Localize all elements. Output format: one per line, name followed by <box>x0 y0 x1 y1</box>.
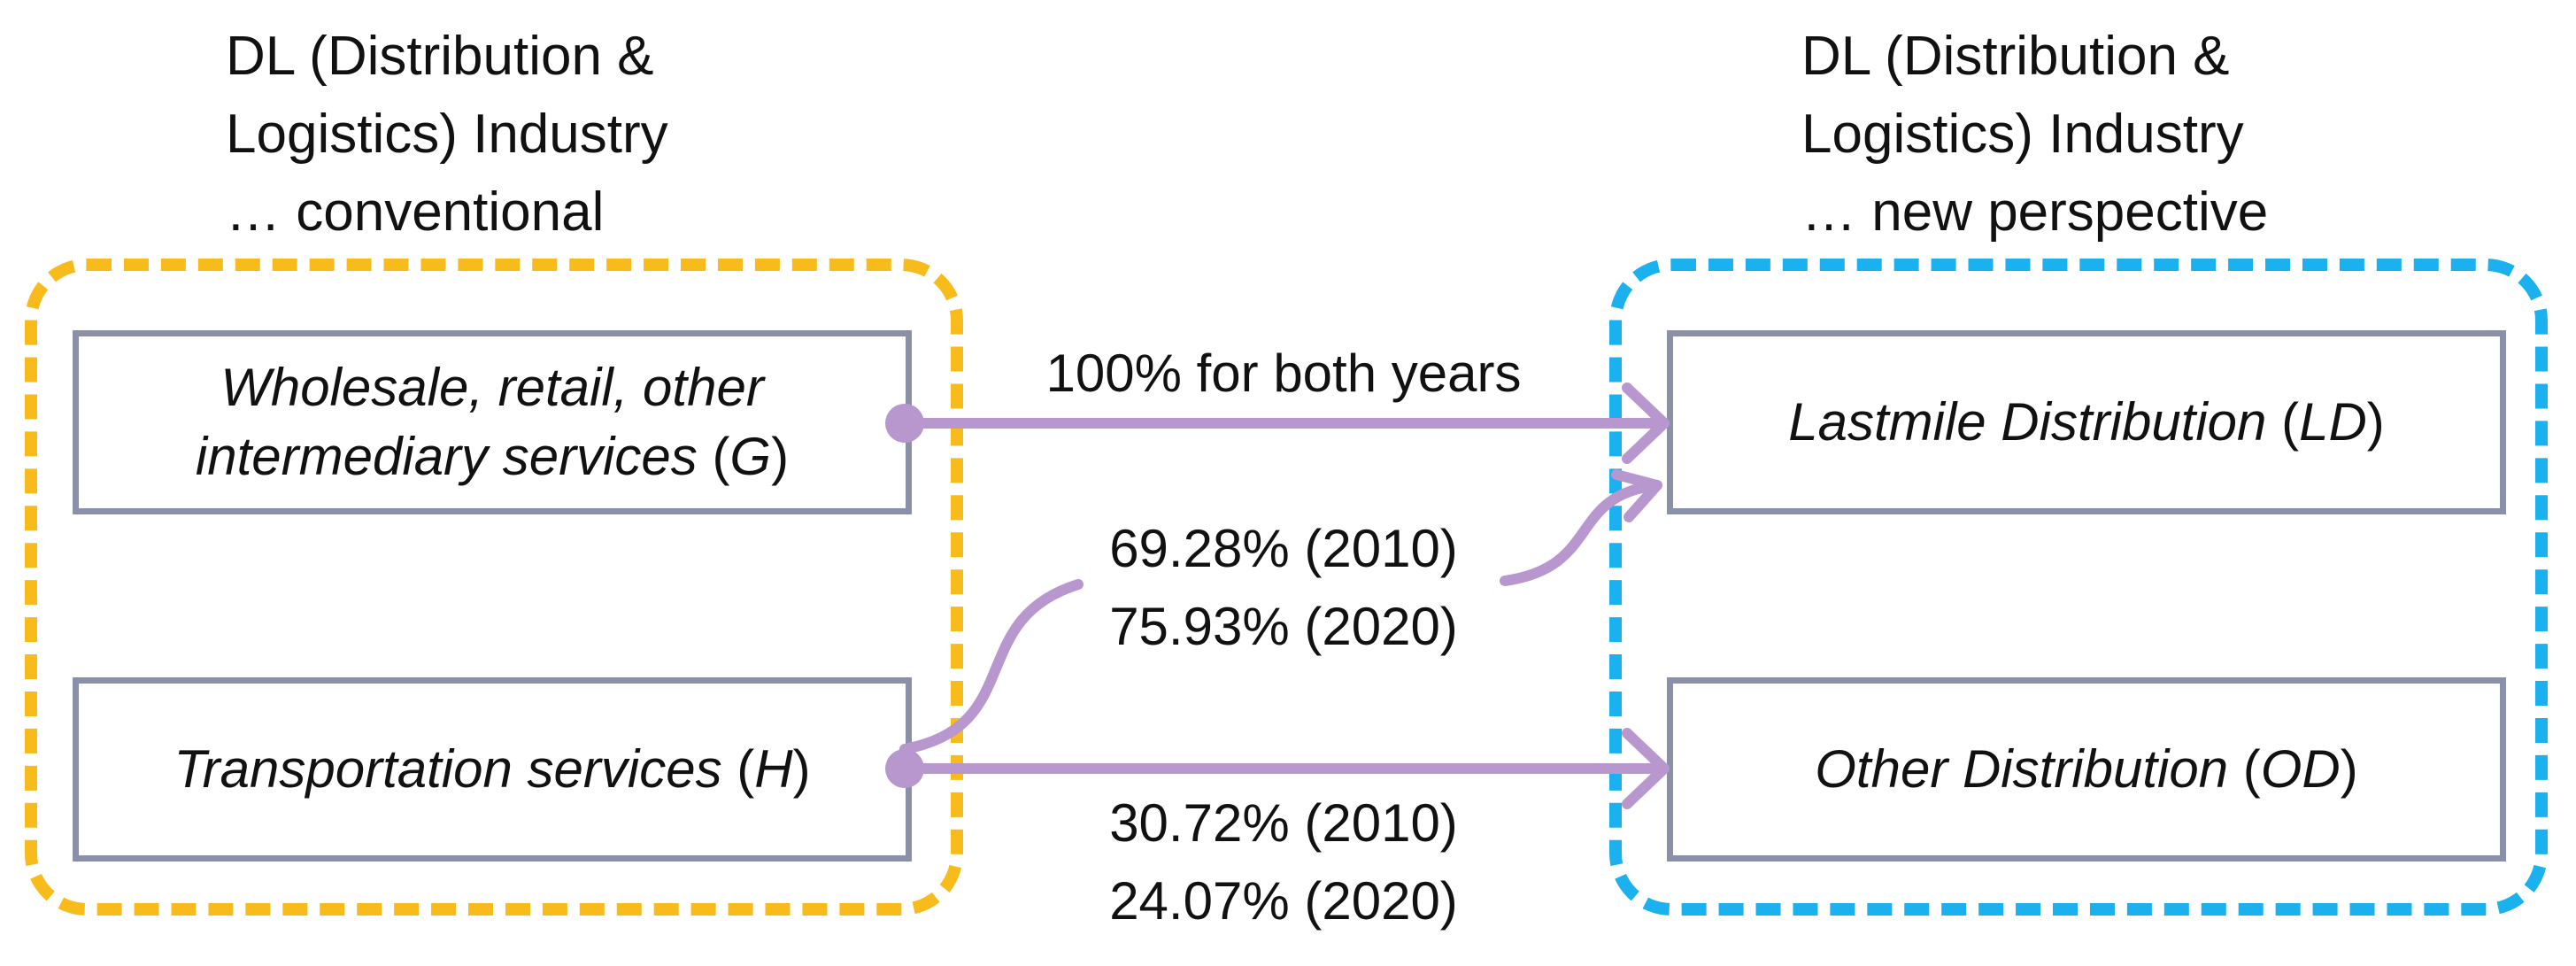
flow-arrowhead-g-to-ld <box>1622 383 1670 464</box>
node-lastmile-distribution-ld: Lastmile Distribution (LD) <box>1667 330 2506 514</box>
flow-label-h-to-ld: 69.28% (2010) 75.93% (2020) <box>983 510 1585 666</box>
flow-arrowhead-h-to-ld <box>1611 469 1662 522</box>
flow-label-g-to-ld-text: 100% for both years <box>1045 344 1522 403</box>
node-ld-text: Lastmile Distribution (LD) <box>1788 388 2385 457</box>
node-ld-code-wrap: (LD) <box>2281 392 2385 452</box>
heading-conventional: DL (Distribution & Logistics) Industry …… <box>226 18 668 251</box>
heading-conventional-line-2: Logistics) Industry <box>226 104 668 165</box>
node-od-code-wrap: (OD) <box>2242 739 2358 799</box>
heading-new-perspective: DL (Distribution & Logistics) Industry …… <box>1801 18 2268 251</box>
flow-label-h-to-ld-line-2: 75.93% (2020) <box>1109 597 1458 656</box>
heading-new-perspective-line-2: Logistics) Industry <box>1801 104 2244 165</box>
flow-label-h-to-od-line-2: 24.07% (2020) <box>1109 871 1458 931</box>
flow-origin-dot-h <box>885 749 924 788</box>
heading-conventional-line-1: DL (Distribution & <box>226 26 654 87</box>
node-od-name: Other Distribution <box>1815 739 2229 799</box>
node-od-text: Other Distribution (OD) <box>1815 735 2358 804</box>
heading-new-perspective-line-3: … new perspective <box>1801 182 2269 243</box>
node-transportation-h: Transportation services (H) <box>73 677 912 862</box>
heading-new-perspective-line-1: DL (Distribution & <box>1801 26 2230 87</box>
flow-arrow-h-to-ld-upper <box>1500 480 1662 586</box>
flow-arrowhead-h-to-od <box>1622 728 1670 809</box>
node-g-code: G <box>729 427 772 486</box>
node-g-text: Wholesale, retail, other intermediary se… <box>196 353 789 491</box>
node-od-code: OD <box>2260 739 2341 799</box>
node-ld-code: LD <box>2299 392 2367 452</box>
node-g-code-wrap: (G) <box>712 427 790 486</box>
node-g-name-line-2: intermediary services <box>195 427 698 486</box>
flow-label-h-to-od: 30.72% (2010) 24.07% (2020) <box>983 784 1585 940</box>
node-h-name: Transportation services <box>174 739 722 799</box>
node-h-text: Transportation services (H) <box>174 735 810 804</box>
flow-label-g-to-ld: 100% for both years <box>983 335 1585 413</box>
heading-conventional-line-3: … conventional <box>226 182 605 243</box>
flow-origin-dot-g <box>885 404 924 443</box>
flow-label-h-to-ld-line-1: 69.28% (2010) <box>1109 519 1458 578</box>
flow-label-h-to-od-line-1: 30.72% (2010) <box>1109 793 1458 853</box>
flow-arrow-h-to-ld-lower <box>899 579 1084 754</box>
node-h-code: H <box>754 739 793 799</box>
node-ld-name: Lastmile Distribution <box>1788 392 2267 452</box>
node-wholesale-retail-g: Wholesale, retail, other intermediary se… <box>73 330 912 514</box>
node-h-code-wrap: (H) <box>737 739 811 799</box>
node-g-name-line-1: Wholesale, retail, other <box>220 358 764 417</box>
node-g-line-1: Wholesale, retail, other <box>196 353 789 422</box>
node-other-distribution-od: Other Distribution (OD) <box>1667 677 2506 862</box>
node-g-line-2: intermediary services (G) <box>196 422 789 491</box>
